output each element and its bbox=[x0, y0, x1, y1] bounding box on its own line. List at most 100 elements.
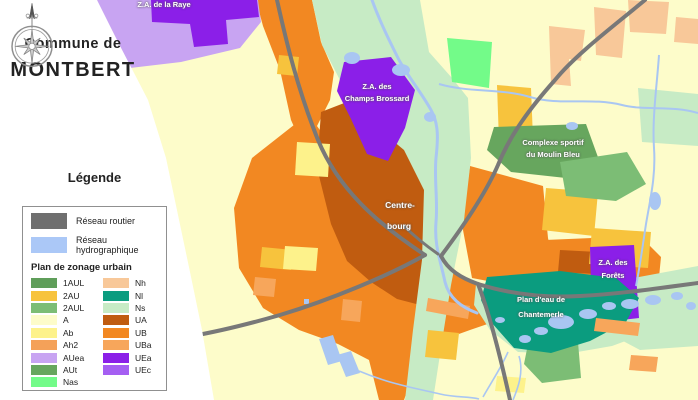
road-line bbox=[275, 0, 427, 257]
road-line bbox=[402, 224, 440, 256]
roads-label: Réseau routier bbox=[76, 216, 136, 226]
pond-shape bbox=[337, 351, 360, 377]
legend-box: Réseau routier Réseau hydrographique Pla… bbox=[22, 206, 167, 391]
legend-zone-item: UA bbox=[103, 314, 152, 326]
lake-shape bbox=[495, 317, 505, 323]
river-line bbox=[370, 0, 479, 315]
zone-grid-col-right: Nh Nl Ns UA UB UBa UEa UEc bbox=[103, 277, 152, 389]
map-label-centre-bourg-1: Centre- bbox=[385, 200, 415, 210]
pond-shape bbox=[671, 292, 683, 300]
zone-code-label: Nas bbox=[63, 377, 79, 388]
pond-shape bbox=[344, 52, 360, 64]
zone-swatch bbox=[31, 352, 57, 363]
zone-code-label: UA bbox=[135, 315, 147, 326]
zone-code-label: AUt bbox=[63, 364, 78, 375]
roads-swatch bbox=[31, 213, 67, 229]
legend-zone-item: Ah2 bbox=[31, 339, 103, 351]
map-label-centre-bourg-2: bourg bbox=[386, 221, 412, 231]
zone-code-label: AUea bbox=[63, 352, 85, 363]
zone-swatch bbox=[31, 315, 57, 326]
legend-zone-item: UEa bbox=[103, 351, 152, 363]
road-line bbox=[476, 282, 512, 400]
zone-swatch bbox=[31, 327, 57, 338]
zone-swatch bbox=[103, 364, 129, 375]
stream-line bbox=[512, 355, 522, 400]
zone-grid: 1AUL 2AU 2AUL A Ab Ah2 AUea AUt Nas Nh Nl Ns UA UB UB… bbox=[31, 277, 166, 389]
map-label-za-forets-1: Z.A. des bbox=[598, 258, 628, 267]
zone-code-label: Nh bbox=[135, 278, 146, 289]
legend-zone-item: Ns bbox=[103, 302, 152, 314]
map-label-complexe-2: du Moulin Bleu bbox=[526, 150, 580, 159]
legend-zone-item: 1AUL bbox=[31, 277, 103, 289]
zone-code-label: 1AUL bbox=[63, 278, 85, 289]
zone-code-label: A bbox=[63, 315, 69, 326]
pond-shape bbox=[621, 299, 639, 309]
zone-swatch bbox=[31, 364, 57, 375]
pond-shape bbox=[649, 192, 661, 210]
zone-code-label: Ns bbox=[135, 302, 146, 313]
legend-zone-item: Nl bbox=[103, 289, 152, 301]
road-line bbox=[439, 0, 647, 258]
hydrography-swatch bbox=[31, 237, 67, 253]
zone-swatch bbox=[103, 302, 129, 313]
road-layer bbox=[190, 0, 698, 400]
legend-zone-item: UEc bbox=[103, 364, 152, 376]
zone-swatch bbox=[31, 290, 57, 301]
legend-zone-item: AUt bbox=[31, 364, 103, 376]
zone-code-label: Ah2 bbox=[63, 340, 79, 351]
legend-title: Légende bbox=[67, 170, 122, 185]
map-label-za-raye: Z.A. de la Raye bbox=[137, 0, 191, 9]
zone-swatch bbox=[103, 340, 129, 351]
zone-swatch bbox=[103, 327, 129, 338]
map-label-za-forets-2: Forêts bbox=[601, 271, 625, 280]
pond-shape bbox=[686, 302, 696, 310]
map-label-complexe-1: Complexe sportif bbox=[522, 138, 584, 147]
road-line bbox=[190, 253, 427, 338]
zone-code-label: UEa bbox=[135, 352, 152, 363]
zone-code-label: Ab bbox=[63, 327, 74, 338]
pond-shape bbox=[424, 112, 436, 122]
legend-zone-item: A bbox=[31, 314, 103, 326]
lake-shape bbox=[579, 309, 597, 319]
zone-code-label: UB bbox=[135, 327, 147, 338]
zone-grid-col-left: 1AUL 2AU 2AUL A Ab Ah2 AUea AUt Nas bbox=[31, 277, 103, 389]
lake-shape bbox=[602, 302, 616, 310]
pond-shape bbox=[319, 335, 342, 365]
zoning-section-title: Plan de zonage urbain bbox=[31, 262, 132, 273]
pond-shape bbox=[566, 122, 578, 130]
stream-line bbox=[358, 370, 480, 400]
stream-line bbox=[482, 351, 509, 398]
hydrography-label: Réseau hydrographique bbox=[76, 235, 139, 255]
zone-swatch bbox=[31, 377, 57, 388]
hydrography-layer bbox=[304, 0, 698, 400]
legend-item-hydrography: Réseau hydrographique bbox=[31, 235, 166, 255]
map-label-plan-eau-1: Plan d'eau de bbox=[516, 295, 566, 304]
zone-code-label: 2AUL bbox=[63, 302, 85, 313]
stream-line bbox=[438, 83, 698, 114]
zone-code-label: 2AU bbox=[63, 290, 80, 301]
lake-shape bbox=[519, 335, 531, 343]
zone-swatch bbox=[103, 315, 129, 326]
legend-item-roads: Réseau routier bbox=[31, 213, 166, 229]
legend-zone-item: Nas bbox=[31, 376, 103, 388]
zone-code-label: UEc bbox=[135, 364, 152, 375]
stream-line bbox=[635, 54, 660, 287]
map-label-champs-brossard-2: Champs Brossard bbox=[344, 94, 410, 103]
legend-zone-item: Nh bbox=[103, 277, 152, 289]
legend-zone-item: 2AU bbox=[31, 289, 103, 301]
pond-shape bbox=[392, 64, 410, 76]
pond-shape bbox=[304, 299, 309, 304]
zone-swatch bbox=[103, 352, 129, 363]
zone-code-label: UBa bbox=[135, 340, 152, 351]
zone-swatch bbox=[31, 278, 57, 289]
zone-swatch bbox=[31, 340, 57, 351]
compass-rose-icon bbox=[11, 3, 53, 68]
zone-code-label: Nl bbox=[135, 290, 144, 301]
legend-zone-item: 2AUL bbox=[31, 302, 103, 314]
legend-zone-item: UB bbox=[103, 327, 152, 339]
map-label-champs-brossard-1: Z.A. des bbox=[362, 82, 392, 91]
legend-zone-item: Ab bbox=[31, 327, 103, 339]
